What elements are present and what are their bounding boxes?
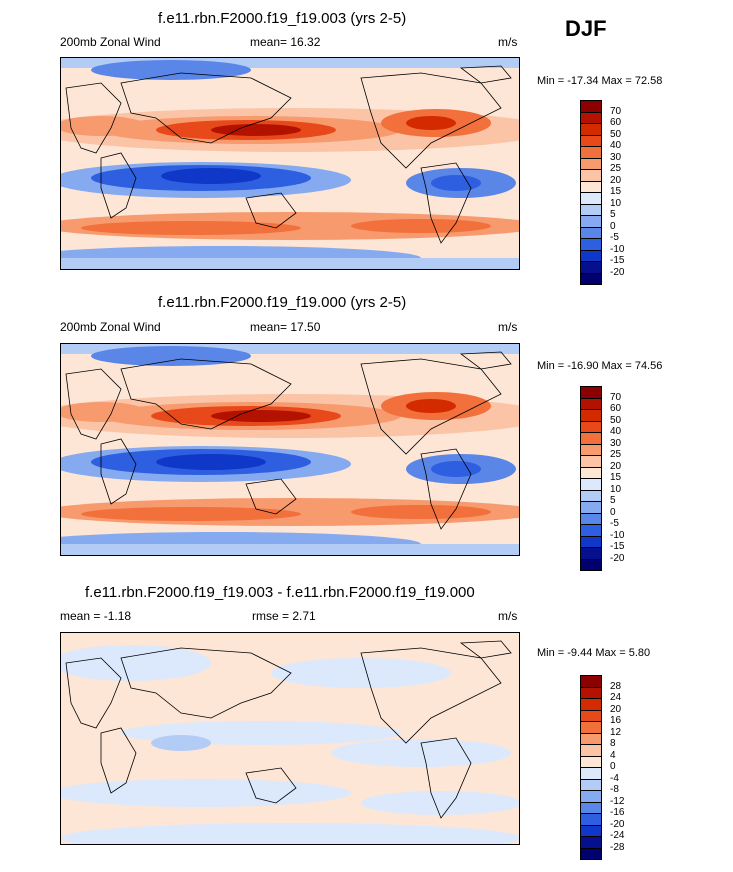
colorbar-label: 30 (610, 437, 622, 449)
panel2-map (60, 343, 520, 556)
colorbar-label: 25 (610, 449, 622, 460)
colorbar-swatch (580, 847, 602, 860)
colorbar-label: 20 (610, 460, 622, 472)
colorbar-label: 70 (610, 105, 622, 117)
colorbar-label: -15 (610, 541, 625, 552)
panel1-colorbar: 70 60 50 40 30 25 20 15 10 5 0 -5 -10 -15 -20 (580, 100, 624, 285)
colorbar-label: -24 (610, 830, 625, 841)
panel1-minmax: Min = -17.34 Max = 72.58 (537, 75, 663, 87)
colorbar-label: -5 (610, 232, 619, 243)
colorbar-label: 20 (610, 174, 622, 186)
panel2-mean-label: mean= 17.50 (250, 320, 321, 334)
colorbar-label: -20 (610, 266, 625, 278)
colorbar-label: 0 (610, 220, 616, 232)
colorbar-label: 10 (610, 197, 622, 209)
colorbar-label: -10 (610, 243, 625, 255)
panel3-map (60, 632, 520, 845)
colorbar-label: 50 (610, 128, 622, 140)
colorbar-label: 8 (610, 738, 616, 749)
colorbar-label: 60 (610, 117, 622, 128)
colorbar-label: 25 (610, 163, 622, 174)
colorbar-label: 15 (610, 186, 622, 197)
colorbar-label: -5 (610, 518, 619, 529)
colorbar-label: -8 (610, 784, 619, 795)
colorbar-label: 5 (610, 209, 616, 220)
colorbar-label: -28 (610, 841, 625, 853)
colorbar-label: -20 (610, 818, 625, 830)
panel1-units-label: m/s (498, 35, 518, 49)
panel2-title: f.e11.rbn.F2000.f19_f19.000 (yrs 2-5) (158, 294, 407, 311)
panel2-variable-label: 200mb Zonal Wind (60, 320, 161, 334)
colorbar-label: 15 (610, 472, 622, 483)
panel1-variable-label: 200mb Zonal Wind (60, 35, 161, 49)
colorbar-label: -4 (610, 772, 619, 784)
colorbar-label: 60 (610, 403, 622, 414)
colorbar-swatch (580, 272, 602, 285)
panel2-units-label: m/s (498, 320, 518, 334)
colorbar-label: 5 (610, 495, 616, 506)
panel2-minmax: Min = -16.90 Max = 74.56 (537, 360, 663, 372)
panel3-units-label: m/s (498, 609, 518, 623)
panel2-colorbar: 70 60 50 40 30 25 20 15 10 5 0 -5 -10 -15 -20 (580, 386, 624, 571)
colorbar-label: -15 (610, 255, 625, 266)
colorbar-label: 24 (610, 692, 622, 703)
colorbar-label: 10 (610, 483, 622, 495)
colorbar-label: 40 (610, 426, 622, 437)
colorbar-label: 12 (610, 726, 622, 738)
season-label: DJF (565, 16, 607, 41)
panel3-minmax: Min = -9.44 Max = 5.80 (537, 647, 651, 659)
panel1-title: f.e11.rbn.F2000.f19_f19.003 (yrs 2-5) (158, 10, 407, 27)
colorbar-label: 28 (610, 680, 622, 692)
panel1-mean-label: mean= 16.32 (250, 35, 321, 49)
panel3-colorbar: 28 24 20 16 12 8 4 0 -4 -8 -12 -16 -20 -24 -28 (580, 675, 624, 860)
colorbar-label: 4 (610, 749, 616, 761)
colorbar-label: 40 (610, 140, 622, 151)
colorbar-label: 70 (610, 391, 622, 403)
colorbar-label: 30 (610, 151, 622, 163)
colorbar-label: 0 (610, 761, 616, 772)
panel3-mean-label: mean = -1.18 (60, 609, 132, 623)
colorbar-label: -12 (610, 795, 625, 807)
colorbar-label: 16 (610, 715, 622, 726)
panel3-rmse-label: rmse = 2.71 (252, 609, 316, 623)
colorbar-label: -16 (610, 807, 625, 818)
panel1-map (60, 57, 520, 270)
panel3-title: f.e11.rbn.F2000.f19_f19.003 - f.e11.rbn.… (85, 584, 475, 601)
colorbar-swatch (580, 558, 602, 571)
colorbar-label: 0 (610, 506, 616, 518)
colorbar-label: 20 (610, 703, 622, 715)
colorbar-label: 50 (610, 414, 622, 426)
colorbar-label: -10 (610, 529, 625, 541)
colorbar-label: -20 (610, 552, 625, 564)
